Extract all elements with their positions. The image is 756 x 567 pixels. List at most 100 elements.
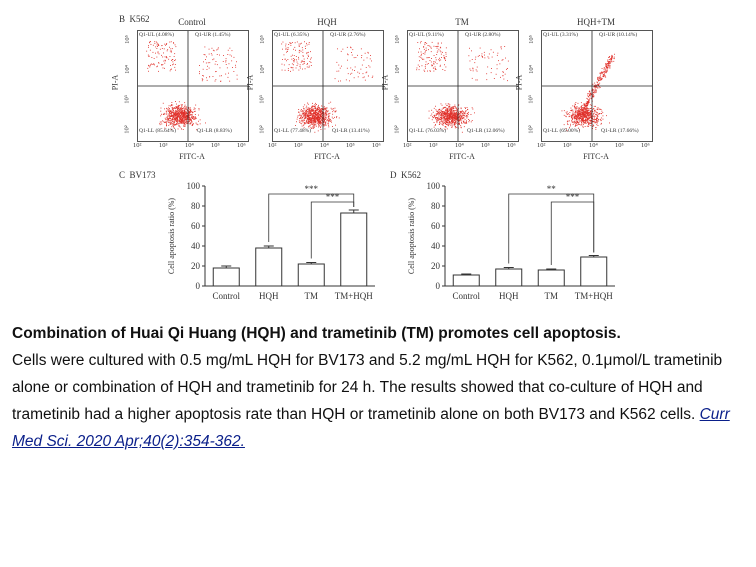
y-tick-label: 0 (196, 281, 201, 291)
flow-event-dot (434, 66, 436, 68)
y-tick-label: 10³ (258, 95, 266, 104)
flow-event-dot (182, 118, 184, 119)
flow-event-dot (179, 111, 181, 112)
flow-event-dot (584, 122, 586, 124)
flow-event-dot (451, 114, 453, 116)
flow-event-dot (345, 79, 347, 81)
flow-event-dot (588, 114, 589, 116)
flow-event-dot (235, 64, 236, 66)
flow-event-dot (176, 118, 178, 119)
flow-event-dot (173, 107, 175, 109)
flow-event-dot (189, 112, 190, 113)
flow-event-dot (314, 111, 316, 113)
flow-event-dot (318, 111, 319, 113)
flow-event-dot (455, 108, 457, 109)
quadrant-label-ul: Q1-UL (3.31%) (543, 32, 578, 38)
y-axis-label: Cell apoptosis ratio (%) (167, 198, 176, 275)
flow-event-dot (578, 113, 580, 114)
flow-event-dot (309, 112, 311, 114)
flow-event-dot (308, 66, 310, 68)
flow-event-dot (313, 120, 315, 122)
flow-event-dot (427, 45, 429, 47)
flow-event-dot (302, 61, 304, 62)
flow-event-dot (308, 111, 310, 113)
flow-event-dot (431, 119, 433, 121)
flow-event-dot (590, 123, 592, 124)
flow-event-dot (190, 121, 192, 123)
flow-event-dot (179, 112, 181, 113)
flow-event-dot (311, 119, 313, 121)
flow-event-dot (180, 115, 181, 117)
flow-event-dot (315, 116, 317, 118)
flow-event-dot (474, 58, 476, 60)
flow-event-dot (303, 125, 305, 127)
flow-event-dot (323, 109, 325, 110)
flow-event-dot (472, 70, 474, 72)
flow-event-dot (172, 110, 174, 112)
flow-event-dot (177, 123, 179, 125)
flow-event-dot (459, 114, 461, 116)
flow-event-dot (178, 114, 180, 116)
flow-event-dot (184, 121, 186, 123)
flow-event-dot (597, 77, 599, 79)
flow-event-dot (458, 123, 460, 125)
citation-link[interactable]: Curr Med Sci. 2020 Apr;40(2):354-362. (12, 406, 730, 450)
flow-event-dot (175, 117, 177, 118)
flow-event-dot (319, 110, 320, 112)
flow-event-dot (307, 111, 309, 112)
flow-event-dot (312, 114, 314, 115)
flow-event-dot (580, 111, 582, 113)
flow-event-dot (572, 121, 574, 123)
flow-event-dot (444, 128, 446, 130)
flow-event-dot (177, 109, 178, 110)
flow-event-dot (320, 129, 322, 130)
flow-event-dot (320, 117, 322, 119)
flow-event-dot (597, 83, 599, 85)
flow-event-dot (318, 116, 319, 117)
flow-event-dot (585, 115, 587, 117)
flow-event-dot (463, 126, 465, 128)
x-tick-label: 10⁴ (589, 142, 598, 149)
flow-event-dot (190, 110, 192, 111)
flow-event-dot (448, 118, 449, 120)
flow-event-dot (598, 79, 600, 81)
flow-event-dot (304, 104, 306, 106)
flow-event-dot (306, 52, 308, 53)
flow-event-dot (147, 67, 149, 69)
flow-event-dot (583, 103, 585, 105)
flow-event-dot (166, 123, 167, 125)
flow-event-dot (149, 42, 151, 44)
flow-event-dot (303, 58, 305, 60)
flow-event-dot (184, 110, 185, 112)
flow-event-dot (455, 121, 456, 123)
flow-event-dot (156, 66, 158, 68)
flow-event-dot (581, 105, 582, 107)
flow-event-dot (454, 119, 456, 121)
flow-event-dot (450, 110, 452, 111)
flow-event-dot (201, 80, 203, 82)
flow-event-dot (439, 113, 440, 115)
flow-event-dot (169, 118, 171, 119)
flow-event-dot (366, 57, 368, 59)
flow-event-dot (313, 105, 315, 107)
flow-event-dot (608, 61, 609, 63)
flow-event-dot (443, 120, 445, 121)
flow-event-dot (465, 122, 467, 124)
flow-event-dot (596, 122, 598, 124)
flow-event-dot (178, 112, 180, 114)
flow-event-dot (461, 114, 463, 116)
flow-event-dot (606, 71, 608, 73)
flow-event-dot (583, 118, 584, 120)
flow-event-dot (589, 104, 591, 106)
flow-event-dot (582, 114, 584, 116)
flow-event-dot (592, 88, 593, 90)
flow-event-dot (323, 118, 325, 120)
flow-event-dot (321, 119, 322, 121)
flow-event-dot (588, 99, 590, 101)
flow-event-dot (607, 66, 609, 68)
flow-event-dot (328, 120, 330, 122)
y-tick-label: 20 (431, 261, 441, 271)
flow-event-dot (575, 114, 576, 116)
flow-event-dot (445, 103, 447, 105)
flow-event-dot (189, 111, 191, 112)
